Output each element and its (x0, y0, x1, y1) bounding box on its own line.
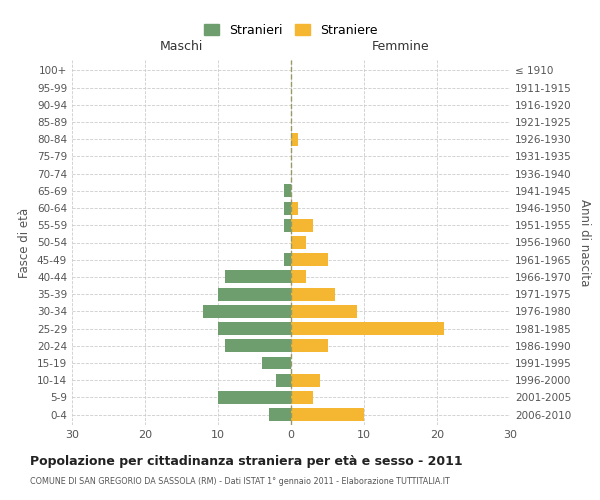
Bar (226, 270, 291, 283)
Bar (291, 340, 328, 352)
Bar (277, 374, 291, 386)
Bar (284, 202, 291, 214)
Bar (291, 219, 313, 232)
Bar (291, 202, 298, 214)
Bar (218, 288, 291, 300)
Text: Maschi: Maschi (160, 40, 203, 52)
Bar (203, 305, 291, 318)
Bar (291, 322, 444, 335)
Y-axis label: Fasce di età: Fasce di età (19, 208, 31, 278)
Bar (291, 391, 313, 404)
Bar (291, 270, 305, 283)
Bar (226, 340, 291, 352)
Bar (262, 356, 291, 370)
Bar (284, 254, 291, 266)
Bar (291, 254, 328, 266)
Bar (291, 374, 320, 386)
Bar (269, 408, 291, 421)
Bar (291, 305, 356, 318)
Text: Femmine: Femmine (371, 40, 430, 52)
Text: Popolazione per cittadinanza straniera per età e sesso - 2011: Popolazione per cittadinanza straniera p… (30, 455, 463, 468)
Y-axis label: Anni di nascita: Anni di nascita (578, 199, 591, 286)
Bar (218, 322, 291, 335)
Bar (284, 184, 291, 198)
Text: COMUNE DI SAN GREGORIO DA SASSOLA (RM) - Dati ISTAT 1° gennaio 2011 - Elaborazio: COMUNE DI SAN GREGORIO DA SASSOLA (RM) -… (30, 478, 450, 486)
Bar (291, 288, 335, 300)
Bar (291, 408, 364, 421)
Bar (291, 236, 305, 249)
Bar (291, 132, 298, 145)
Bar (284, 219, 291, 232)
Legend: Stranieri, Straniere: Stranieri, Straniere (199, 19, 383, 42)
Bar (218, 391, 291, 404)
